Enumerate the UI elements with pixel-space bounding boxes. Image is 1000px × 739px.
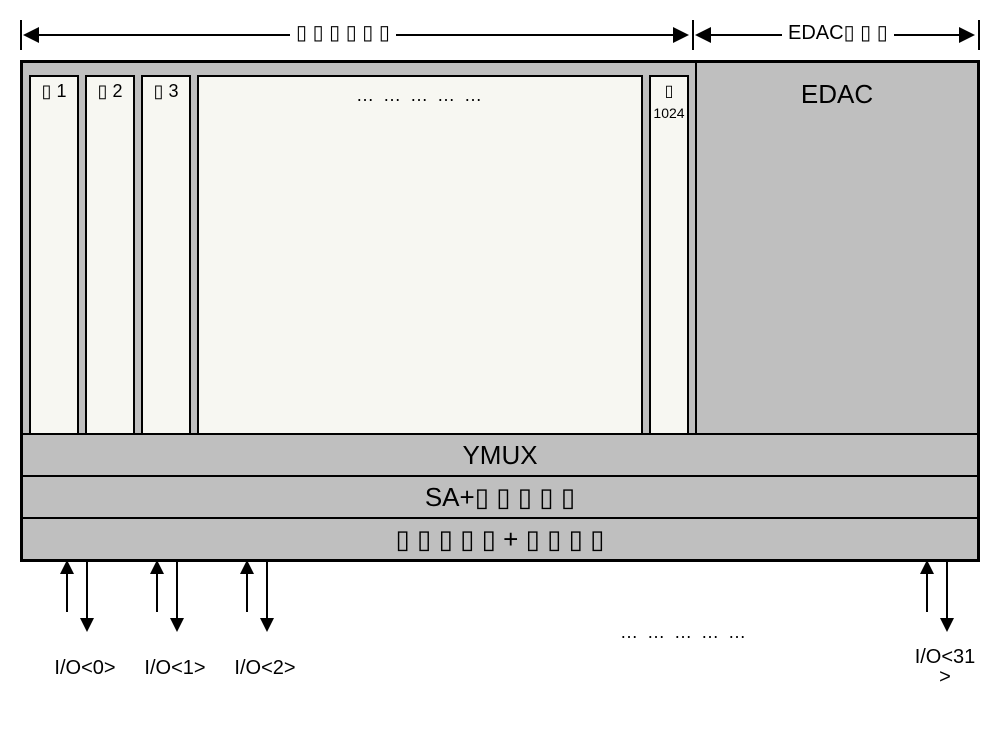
row-ymux: YMUX xyxy=(23,433,977,475)
dim-right: EDAC▯ ▯ ▯ xyxy=(692,20,978,50)
main-box: ▯ 1 ▯ 2 ▯ 3 … … … … … ▯ 1024 EDAC xyxy=(20,60,980,562)
col-ellipsis-dots: … … … … … xyxy=(199,85,641,106)
col-2-label: ▯ 2 xyxy=(87,81,133,102)
tick-right xyxy=(978,20,980,50)
dim-right-label: EDAC▯ ▯ ▯ xyxy=(782,20,894,45)
col-1: ▯ 1 xyxy=(29,75,79,435)
memory-columns: ▯ 1 ▯ 2 ▯ 3 … … … … … ▯ 1024 xyxy=(23,63,695,433)
col-last-top: ▯ xyxy=(651,81,687,101)
col-last: ▯ 1024 xyxy=(649,75,689,435)
row-sa: SA+▯ ▯ ▯ ▯ ▯ xyxy=(23,475,977,517)
io-2-label: I/O<2> xyxy=(210,657,320,680)
col-3: ▯ 3 xyxy=(141,75,191,435)
io-31-line1: I/O<31 xyxy=(915,646,976,668)
col-3-label: ▯ 3 xyxy=(143,81,189,102)
diagram-root: ▯ ▯ ▯ ▯ ▯ ▯ EDAC▯ ▯ ▯ ▯ 1 ▯ 2 ▯ 3 xyxy=(20,20,980,702)
top-dimension-row: ▯ ▯ ▯ ▯ ▯ ▯ EDAC▯ ▯ ▯ xyxy=(20,20,980,60)
col-last-num: 1024 xyxy=(651,105,687,121)
io-dots: … … … … … xyxy=(620,622,748,643)
edac-label: EDAC xyxy=(801,79,873,109)
col-ellipsis: … … … … … xyxy=(197,75,643,435)
io-31-label: I/O<31 > xyxy=(890,647,1000,687)
io-area: I/O<0> I/O<1> I/O<2> … … … … … I/O<31 > xyxy=(20,562,980,702)
row-bottom: ▯ ▯ ▯ ▯ ▯ + ▯ ▯ ▯ ▯ xyxy=(23,517,977,559)
dim-left-label: ▯ ▯ ▯ ▯ ▯ ▯ xyxy=(290,20,396,45)
edac-block: EDAC xyxy=(695,63,977,433)
upper-region: ▯ 1 ▯ 2 ▯ 3 … … … … … ▯ 1024 EDAC xyxy=(23,63,977,433)
dim-left: ▯ ▯ ▯ ▯ ▯ ▯ xyxy=(20,20,692,50)
col-2: ▯ 2 xyxy=(85,75,135,435)
col-1-label: ▯ 1 xyxy=(31,81,77,102)
io-31-line2: > xyxy=(939,666,951,688)
